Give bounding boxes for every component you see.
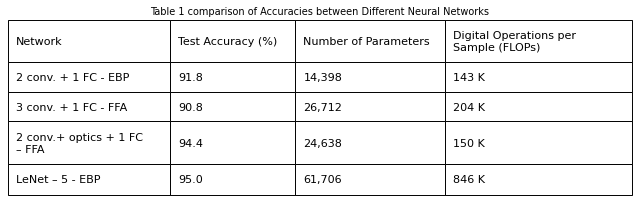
Text: 61,706: 61,706 bbox=[303, 174, 342, 184]
Bar bbox=[170, 93, 295, 122]
Text: Digital Operations per
Sample (FLOPs): Digital Operations per Sample (FLOPs) bbox=[453, 31, 576, 53]
Text: 95.0: 95.0 bbox=[179, 174, 203, 184]
Bar bbox=[445, 93, 632, 122]
Bar bbox=[445, 63, 632, 93]
Text: 2 conv.+ optics + 1 FC
– FFA: 2 conv.+ optics + 1 FC – FFA bbox=[16, 132, 143, 154]
Bar bbox=[8, 164, 170, 195]
Bar bbox=[445, 122, 632, 164]
Bar bbox=[8, 21, 170, 63]
Text: Table 1 comparison of Accuracies between Different Neural Networks: Table 1 comparison of Accuracies between… bbox=[150, 7, 490, 17]
Bar bbox=[295, 164, 445, 195]
Bar bbox=[295, 122, 445, 164]
Bar bbox=[295, 63, 445, 93]
Bar bbox=[445, 21, 632, 63]
Text: 2 conv. + 1 FC - EBP: 2 conv. + 1 FC - EBP bbox=[16, 73, 129, 83]
Bar bbox=[445, 164, 632, 195]
Bar bbox=[8, 122, 170, 164]
Text: 3 conv. + 1 FC - FFA: 3 conv. + 1 FC - FFA bbox=[16, 102, 127, 112]
Text: 14,398: 14,398 bbox=[303, 73, 342, 83]
Text: LeNet – 5 - EBP: LeNet – 5 - EBP bbox=[16, 174, 100, 184]
Text: Network: Network bbox=[16, 37, 63, 47]
Bar bbox=[295, 21, 445, 63]
Bar bbox=[170, 164, 295, 195]
Text: Number of Parameters: Number of Parameters bbox=[303, 37, 430, 47]
Text: 24,638: 24,638 bbox=[303, 138, 342, 148]
Bar bbox=[170, 122, 295, 164]
Text: 26,712: 26,712 bbox=[303, 102, 342, 112]
Bar bbox=[8, 93, 170, 122]
Text: 150 K: 150 K bbox=[453, 138, 485, 148]
Text: Test Accuracy (%): Test Accuracy (%) bbox=[179, 37, 278, 47]
Bar bbox=[170, 63, 295, 93]
Text: 90.8: 90.8 bbox=[179, 102, 204, 112]
Text: 204 K: 204 K bbox=[453, 102, 485, 112]
Text: 143 K: 143 K bbox=[453, 73, 485, 83]
Text: 846 K: 846 K bbox=[453, 174, 485, 184]
Bar bbox=[8, 63, 170, 93]
Text: 94.4: 94.4 bbox=[179, 138, 204, 148]
Bar bbox=[170, 21, 295, 63]
Text: 91.8: 91.8 bbox=[179, 73, 204, 83]
Bar bbox=[295, 93, 445, 122]
